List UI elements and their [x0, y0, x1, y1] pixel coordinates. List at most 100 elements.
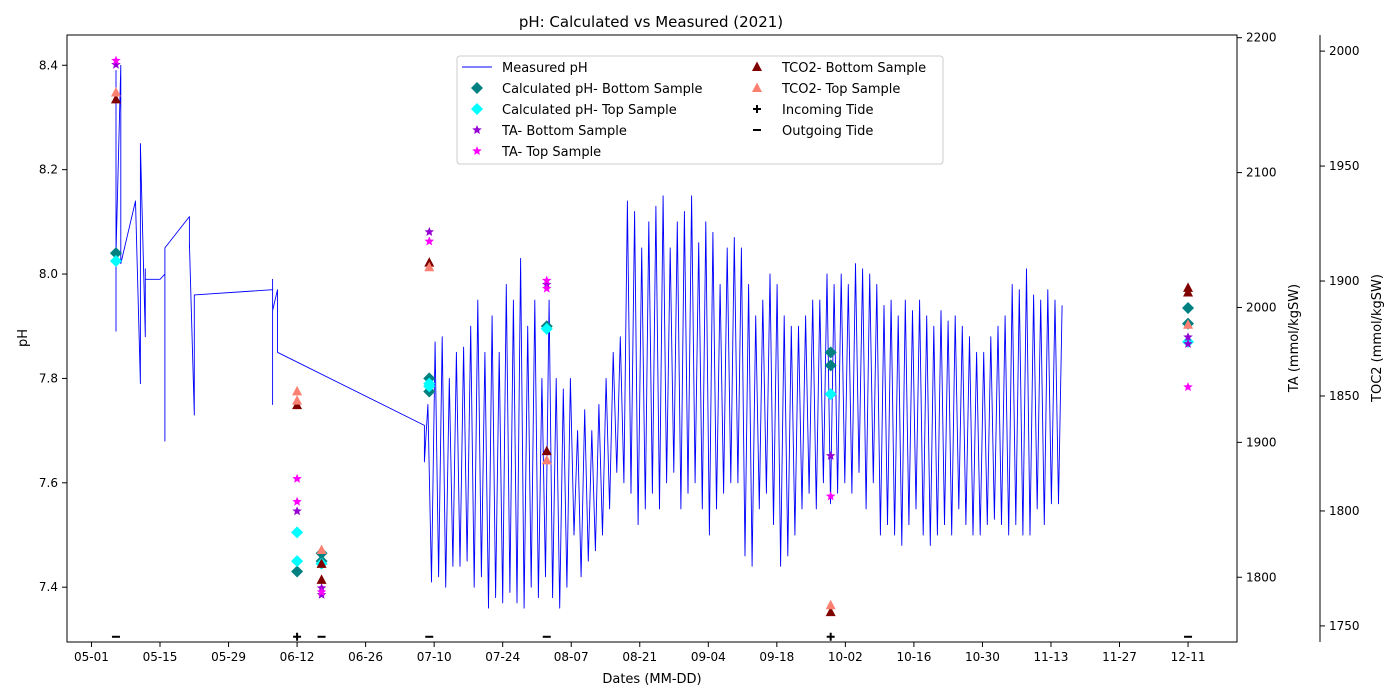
legend-box	[456, 55, 944, 165]
legend-ta-top-sample-swatch	[472, 146, 482, 155]
plot-frame	[66, 34, 1238, 643]
y2-tick-label: 2100	[1246, 166, 1277, 180]
x-tick-label: 11-27	[1102, 650, 1137, 664]
y3-tick-label: 1800	[1329, 504, 1360, 518]
x-tick-label: 08-21	[622, 650, 657, 664]
chart-title: pH: Calculated vs Measured (2021)	[519, 13, 783, 31]
legend-calculated-ph-bottom-sample-swatch	[471, 82, 483, 94]
incoming-tide-point	[826, 632, 835, 641]
y3-axis-label: TOC2 (mmol/kgSW)	[1370, 274, 1385, 403]
ta-top-sample-point	[316, 587, 327, 597]
x-tick-label: 05-01	[74, 650, 109, 664]
tco2-bottom-sample-point	[316, 558, 327, 568]
y-axis-label: pH	[16, 329, 31, 347]
y-tick-label: 8.2	[39, 163, 58, 177]
y-tick-label: 7.8	[39, 371, 58, 385]
y2-tick-label: 2200	[1246, 31, 1277, 45]
legend-tco2-bottom-sample-label: TCO2- Bottom Sample	[781, 61, 926, 76]
legend-measured-ph-label: Measured pH	[502, 61, 588, 76]
x-tick-label: 09-18	[759, 650, 794, 664]
ta-bottom-sample-point	[292, 506, 302, 516]
y-tick-label: 7.4	[39, 580, 58, 594]
legend-tco2-top-sample-label: TCO2- Top Sample	[781, 82, 900, 97]
tco2-top-sample-point	[825, 599, 836, 610]
calculated-ph-bottom-sample-point	[109, 247, 122, 260]
ta-top-sample-point	[424, 236, 434, 246]
tco2-bottom-sample-point	[110, 93, 121, 104]
legend-calculated-ph-top-sample-swatch	[471, 103, 483, 115]
ta-top-sample-point	[542, 283, 552, 293]
ta-top-sample-point	[1183, 382, 1193, 392]
ta-bottom-sample-point	[825, 450, 836, 460]
tco2-top-sample-point	[110, 86, 121, 97]
tco2-bottom-sample-point	[1183, 287, 1194, 297]
x-tick-label: 09-04	[691, 650, 726, 664]
legend-incoming-tide-label: Incoming Tide	[782, 103, 873, 118]
x-tick-label: 11-13	[1034, 650, 1069, 664]
series-layer	[109, 55, 1195, 641]
y-tick-label: 8.0	[39, 267, 58, 281]
x-axis-label: Dates (MM-DD)	[602, 672, 701, 687]
calculated-ph-top-sample-point	[291, 555, 304, 568]
ta-top-sample-point	[292, 473, 302, 483]
x-tick-label: 10-30	[965, 650, 1000, 664]
y-tick-label: 8.4	[39, 58, 58, 72]
ta-bottom-sample-point	[1183, 338, 1193, 348]
y3-tick-label: 1950	[1329, 159, 1360, 173]
ta-top-sample-point	[825, 491, 836, 501]
x-tick-label: 10-16	[896, 650, 931, 664]
measured-ph-line	[115, 64, 1063, 609]
axis-layer: 05-01 05-15 05-29 06-12 06-26 07-10 07-24 08-07…	[39, 31, 1360, 664]
calculated-ph-top-sample-point	[109, 254, 122, 267]
legend-calculated-ph-bottom-sample-label: Calculated pH- Bottom Sample	[502, 82, 703, 97]
legend-tco2-top-sample-swatch	[752, 82, 762, 92]
y3-tick-label: 1750	[1329, 619, 1360, 633]
ta-top-sample-point	[111, 55, 121, 65]
ta-bottom-sample-point	[1183, 332, 1193, 342]
legend-incoming-tide-swatch	[753, 105, 761, 113]
tco2-top-sample-point	[292, 385, 303, 396]
legend-outgoing-tide-label: Outgoing Tide	[782, 124, 873, 139]
calculated-ph-top-sample-point	[291, 526, 304, 539]
legend-ta-bottom-sample-label: TA- Bottom Sample	[501, 124, 627, 139]
legend-calculated-ph-top-sample-label: Calculated pH- Top Sample	[502, 103, 677, 118]
calculated-ph-bottom-sample-point	[824, 346, 837, 359]
ta-bottom-sample-point	[111, 59, 121, 69]
x-tick-label: 05-15	[143, 650, 178, 664]
calculated-ph-top-sample-point	[540, 322, 553, 335]
tco2-top-sample-point	[424, 261, 435, 272]
ta-top-sample-point	[292, 496, 302, 506]
y2-tick-label: 2000	[1246, 300, 1277, 314]
incoming-tide-point	[293, 632, 302, 641]
tco2-top-sample-point	[541, 454, 552, 465]
x-tick-label: 08-07	[554, 650, 589, 664]
x-tick-label: 10-02	[828, 650, 863, 664]
x-tick-label: 06-12	[280, 650, 315, 664]
calculated-ph-bottom-sample-point	[824, 359, 837, 372]
x-tick-label: 07-24	[485, 650, 520, 664]
legend-ta-top-sample-label: TA- Top Sample	[501, 145, 601, 160]
y2-axis-label: TA (mmol/kgSW)	[1287, 284, 1302, 393]
x-tick-label: 07-10	[417, 650, 452, 664]
legend-tco2-bottom-sample-swatch	[752, 61, 762, 71]
y2-tick-label: 1900	[1246, 435, 1277, 449]
tco2-bottom-sample-point	[825, 606, 836, 617]
x-tick-label: 06-26	[348, 650, 383, 664]
calculated-ph-bottom-sample-point	[291, 565, 304, 578]
y3-tick-label: 1900	[1329, 274, 1360, 288]
tco2-top-sample-point	[292, 395, 303, 405]
ta-bottom-sample-point	[424, 226, 434, 236]
calculated-ph-top-sample-point	[423, 380, 436, 393]
x-tick-label: 05-29	[211, 650, 246, 664]
tco2-top-sample-point	[1183, 319, 1194, 329]
tco2-top-sample-point	[316, 544, 327, 555]
y3-tick-label: 1850	[1329, 389, 1360, 403]
calculated-ph-top-sample-point	[824, 388, 837, 401]
y2-tick-label: 1800	[1246, 570, 1277, 584]
tco2-bottom-sample-point	[541, 445, 552, 456]
tco2-bottom-sample-point	[316, 574, 327, 584]
legend-ta-bottom-sample-swatch	[472, 125, 482, 134]
legend: Measured pH Calculated pH- Bottom Sample C…	[456, 55, 944, 165]
x-tick-label: 12-11	[1171, 650, 1206, 664]
